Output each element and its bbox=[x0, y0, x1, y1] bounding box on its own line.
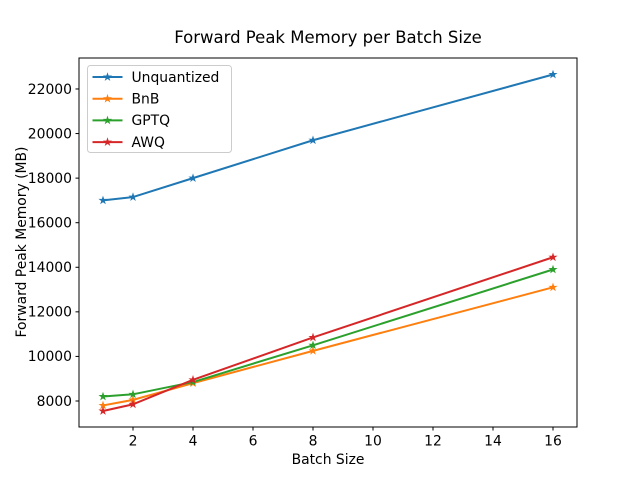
x-axis-label: Batch Size bbox=[291, 452, 365, 468]
data-point-marker bbox=[128, 192, 138, 201]
data-point-marker bbox=[98, 406, 108, 415]
x-tick-label: 10 bbox=[364, 434, 382, 450]
y-tick-label: 8000 bbox=[37, 394, 72, 410]
legend-entry-gptq: GPTQ bbox=[92, 113, 171, 129]
data-point-marker bbox=[128, 399, 138, 409]
y-tick-label: 22000 bbox=[28, 82, 72, 98]
y-tick-label: 18000 bbox=[28, 171, 72, 187]
x-tick-label: 8 bbox=[309, 434, 318, 450]
y-tick-label: 10000 bbox=[28, 349, 72, 365]
data-point-marker bbox=[308, 340, 318, 350]
data-point-marker bbox=[308, 332, 318, 342]
data-point-marker bbox=[548, 282, 558, 292]
data-point-marker bbox=[308, 135, 318, 145]
x-axis-ticks: 2 4 6 8 10 12 14 16 bbox=[129, 427, 562, 450]
x-tick-label: 6 bbox=[249, 434, 258, 450]
y-tick-label: 16000 bbox=[28, 215, 72, 231]
series-unquantized bbox=[98, 69, 558, 205]
legend-box bbox=[87, 65, 232, 153]
legend-entry-bnb: BnB bbox=[92, 92, 160, 108]
series-group bbox=[98, 69, 558, 415]
legend-label: BnB bbox=[132, 92, 160, 108]
x-tick-label: 14 bbox=[484, 434, 502, 450]
legend-marker bbox=[102, 115, 113, 125]
legend-label: AWQ bbox=[132, 135, 165, 151]
y-axis-label: Forward Peak Memory (MB) bbox=[14, 146, 30, 338]
x-tick-label: 16 bbox=[544, 434, 562, 450]
data-point-marker bbox=[308, 346, 318, 355]
data-point-marker bbox=[98, 391, 108, 401]
y-tick-label: 12000 bbox=[28, 305, 72, 321]
y-axis-ticks: 8000 10000 12000 14000 16000 18000 20000 22000 bbox=[28, 82, 79, 410]
legend-marker bbox=[102, 93, 113, 103]
series-line-bnb bbox=[102, 286, 554, 407]
legend-entry-awq: AWQ bbox=[92, 135, 165, 151]
x-tick-label: 2 bbox=[129, 434, 138, 450]
y-tick-label: 14000 bbox=[28, 260, 72, 276]
legend-label: GPTQ bbox=[132, 113, 171, 129]
axes-spines bbox=[78, 57, 578, 428]
data-point-marker bbox=[188, 173, 198, 183]
legend-marker bbox=[102, 72, 113, 81]
data-point-marker bbox=[188, 375, 198, 384]
x-tick-label: 4 bbox=[189, 434, 198, 450]
data-point-marker bbox=[128, 395, 138, 404]
data-point-marker bbox=[548, 264, 558, 274]
data-point-marker bbox=[548, 69, 558, 79]
y-tick-label: 20000 bbox=[28, 126, 72, 142]
data-point-marker bbox=[98, 400, 108, 410]
series-awq bbox=[98, 252, 558, 415]
data-point-marker bbox=[128, 389, 138, 399]
chart-title: Forward Peak Memory per Batch Size bbox=[174, 28, 482, 47]
legend: Unquantized BnB GPTQ AWQ bbox=[87, 65, 232, 153]
series-line-awq bbox=[102, 256, 554, 412]
x-tick-label: 12 bbox=[424, 434, 442, 450]
legend-label: Unquantized bbox=[132, 70, 220, 86]
legend-marker bbox=[102, 137, 113, 146]
data-point-marker bbox=[98, 195, 108, 205]
data-point-marker bbox=[548, 252, 558, 262]
legend-entry-unquantized: Unquantized bbox=[92, 70, 220, 86]
